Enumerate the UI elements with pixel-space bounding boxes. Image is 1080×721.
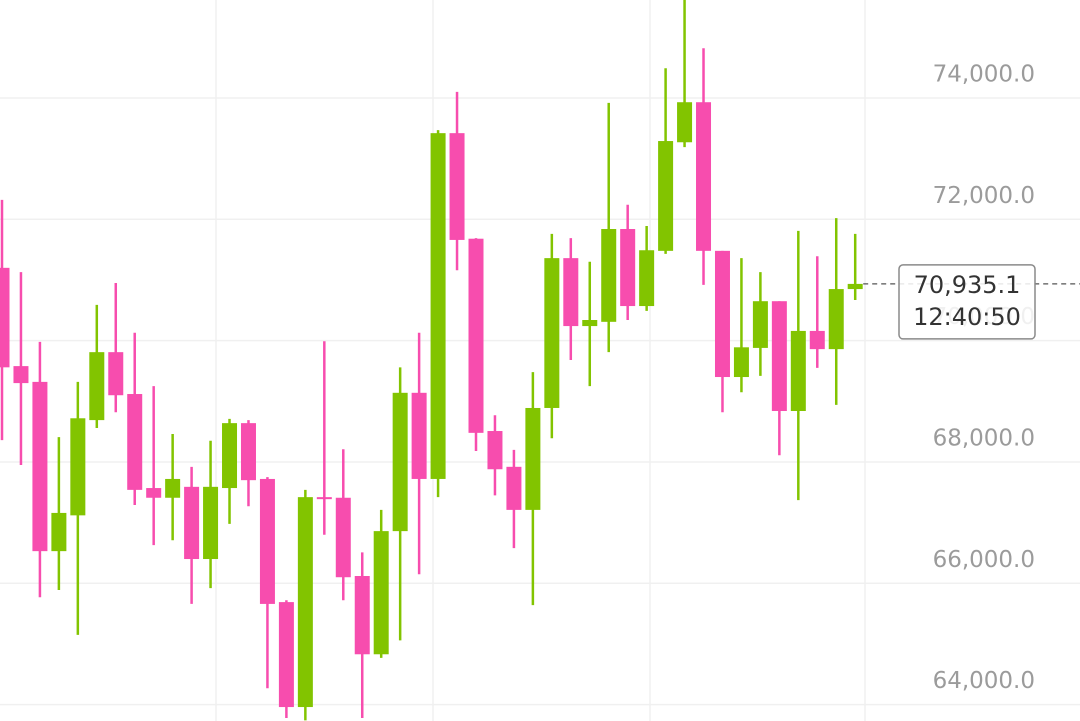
candle-body <box>506 466 522 510</box>
candle-body <box>790 330 806 412</box>
candle-body <box>696 102 712 251</box>
candle-body <box>70 418 86 516</box>
candle-body <box>354 576 370 655</box>
candle-body <box>127 394 143 490</box>
candle-body <box>240 423 256 481</box>
candle-body <box>259 478 275 604</box>
y-tick-label: 74,000.0 <box>933 61 1035 87</box>
y-tick-label: 72,000.0 <box>933 183 1035 209</box>
candle-body <box>430 133 446 479</box>
candle-body <box>203 486 219 560</box>
candle-body <box>297 497 313 708</box>
candle-body <box>411 392 427 479</box>
candle-body <box>108 352 124 396</box>
candle-body <box>658 141 674 251</box>
candle-body <box>714 250 730 378</box>
candle-body <box>146 488 162 498</box>
candle-body <box>828 289 844 350</box>
candle-body <box>752 301 768 348</box>
candle-body <box>51 512 67 552</box>
candle-body <box>601 229 617 322</box>
candle-body <box>0 267 10 368</box>
candle-body <box>620 229 636 307</box>
price-box <box>898 264 1036 340</box>
candle-body <box>639 250 655 307</box>
candle-body <box>165 478 181 498</box>
candle-body <box>335 497 351 578</box>
candle-body <box>582 320 598 327</box>
candle-body <box>278 602 294 708</box>
candle-body <box>563 258 579 327</box>
countdown: 12:40:50 <box>913 303 1021 331</box>
candle-body <box>771 301 787 412</box>
price-overlay: 70,935.1 12:40:50 <box>863 264 1080 340</box>
candles <box>0 0 863 721</box>
candle-body <box>392 392 408 532</box>
candle-body <box>316 497 332 500</box>
candle-body <box>809 330 825 350</box>
candle-body <box>449 133 465 240</box>
candle-body <box>373 531 389 655</box>
price-label: 70,935.1 <box>914 271 1021 299</box>
axis: 64,000.066,000.068,000.070,000.072,000.0… <box>933 61 1035 694</box>
candle-body <box>677 102 693 143</box>
candle-body <box>89 352 105 421</box>
candle-body <box>847 283 863 290</box>
candle-body <box>13 366 29 384</box>
candle-body <box>184 486 200 560</box>
candle-body <box>32 381 48 552</box>
candle-body <box>544 258 560 408</box>
candle-body <box>733 347 749 378</box>
candle-body <box>525 407 541 510</box>
y-tick-label: 64,000.0 <box>933 668 1035 694</box>
candle-body <box>487 431 503 470</box>
candle-body <box>468 238 484 433</box>
y-tick-label: 68,000.0 <box>933 425 1035 451</box>
y-tick-label: 66,000.0 <box>933 547 1035 573</box>
candle-body <box>222 423 238 489</box>
